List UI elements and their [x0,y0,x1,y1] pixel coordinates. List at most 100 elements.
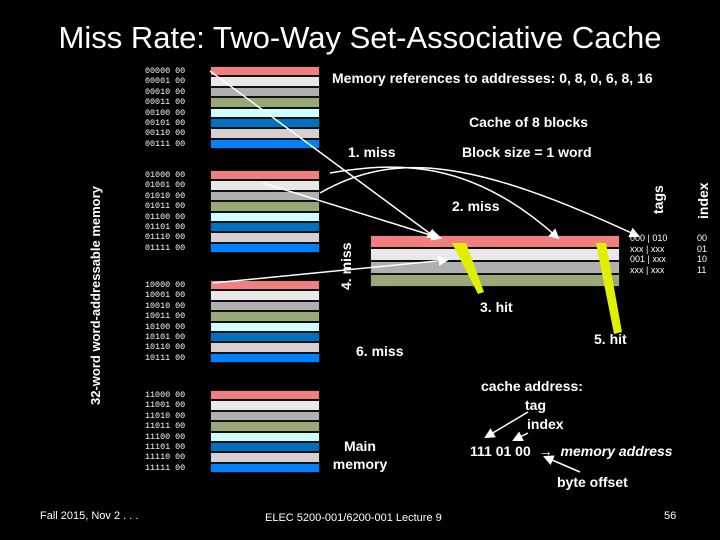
memory-address: 11011 00 [145,421,186,432]
memory-block-group [210,390,320,474]
memory-block [210,300,320,312]
memory-block-group [210,66,320,150]
page-number: 56 [664,510,677,522]
memory-block [210,128,320,139]
memory-block [210,201,320,212]
event-1-miss: 1. miss [348,144,396,160]
tag-pointer [484,411,529,439]
cache-set-row [370,248,620,262]
memory-block [210,138,320,150]
memory-address: 01001 00 [145,180,186,191]
index-field-label: index [527,416,564,432]
hit-marker-3 [452,243,484,294]
event-6-miss: 6. miss [356,343,404,359]
memory-block [210,117,320,129]
memory-block [210,107,320,118]
arrow-6-miss [212,255,450,284]
memory-block [210,352,320,364]
footer-course: ELEC 5200-001/6200-001 Lecture 9 [265,512,442,524]
footer-date: Fall 2015, Nov 2 . . . [40,510,139,522]
memory-address: 01111 00 [145,242,186,253]
memory-address: 11111 00 [145,462,186,473]
memory-address: 11100 00 [145,431,186,442]
memory-block [210,400,320,411]
memory-address: 10010 00 [145,300,186,311]
memory-block [210,221,320,233]
arrow-1 [209,70,438,240]
memory-address: 01000 00 [145,170,186,180]
event-5-hit: 5. hit [594,331,627,347]
memory-address: 00001 00 [145,76,186,87]
memory-address: 10101 00 [145,331,186,342]
memory-block [210,86,320,98]
cache-size-text: Cache of 8 blocks [469,114,589,130]
memory-block-group [210,170,320,254]
slide-title: Miss Rate: Two-Way Set-Associative Cache [58,20,662,55]
memory-address-label: memory address [560,443,673,459]
hit-marker-5 [596,243,622,334]
memory-address: 00000 00 [145,66,186,76]
memory-address: 01100 00 [145,211,186,222]
memory-address: 10001 00 [145,290,186,301]
memory-address: 01011 00 [145,201,186,212]
index-pointer [512,431,529,441]
memory-block [210,180,320,191]
memory-block [210,390,320,401]
memory-address: 10011 00 [145,311,186,322]
memory-block [210,290,320,301]
memory-block [210,242,320,254]
memory-address-group: 10000 00 10001 00 10010 00 10011 00 10100 00… [145,280,201,363]
memory-address-group: 11000 00 11001 00 11010 00 11011 00 11100 00… [145,390,201,473]
memory-block [210,331,320,343]
memory-address: 00011 00 [145,97,186,108]
cache-index-entry: 01 [697,243,708,254]
memory-address: 11000 00 [145,390,186,400]
address-bits: 111 01 00 [470,443,531,459]
arrow-curve-1 [319,166,640,238]
memory-address: 01110 00 [145,232,186,243]
cache-tag-entry: 001 | xxx [630,254,666,264]
memory-block [210,321,320,332]
block-size-text: Block size = 1 word [462,144,592,160]
byte-offset-label: byte offset [557,474,628,490]
cache-index-entry: 11 [697,264,707,275]
tag-label: tag [525,397,546,413]
arrow-2 [262,182,443,241]
memory-block [210,462,320,474]
memory-block [210,211,320,222]
arrow-curve-2 [329,166,560,240]
memory-block [210,421,320,432]
memory-block [210,190,320,202]
memory-address: 00110 00 [145,128,186,139]
memory-address: 11001 00 [145,400,186,411]
memory-address-group: 00000 00 00001 00 00010 00 00011 00 00100 00… [145,66,201,149]
offset-pointer [543,455,581,473]
cache-tag-entry: 000 | 010 [630,233,668,243]
memory-block [210,97,320,108]
event-3-hit: 3. hit [480,299,513,315]
memory-block [210,76,320,87]
cache-address-label: cache address: [481,378,583,394]
memory-block [210,452,320,463]
memory-address: 00010 00 [145,86,186,97]
cache-tag-entry: xxx | xxx [630,243,665,254]
cache-tag-entry: xxx | xxx [630,264,665,275]
memory-address: 10111 00 [145,352,186,363]
memory-block [210,232,320,243]
memory-address: 00111 00 [145,138,186,149]
memory-address: 10100 00 [145,321,186,332]
memory-address-group: 01000 00 01001 00 01010 00 01011 00 01100 00… [145,170,201,253]
memory-block [210,280,320,291]
memory-block-group [210,280,320,364]
memory-address: 01101 00 [145,221,186,232]
memory-address: 00100 00 [145,107,186,118]
cache-index-entry: 00 [697,233,708,243]
memory-block [210,311,320,322]
memory-address: 11110 00 [145,452,186,463]
memory-address: 11010 00 [145,410,186,421]
memory-address: 01010 00 [145,190,186,201]
memory-address: 00101 00 [145,117,186,128]
memory-address: 11101 00 [145,441,186,452]
main-memory-label: Main memory [332,438,388,472]
